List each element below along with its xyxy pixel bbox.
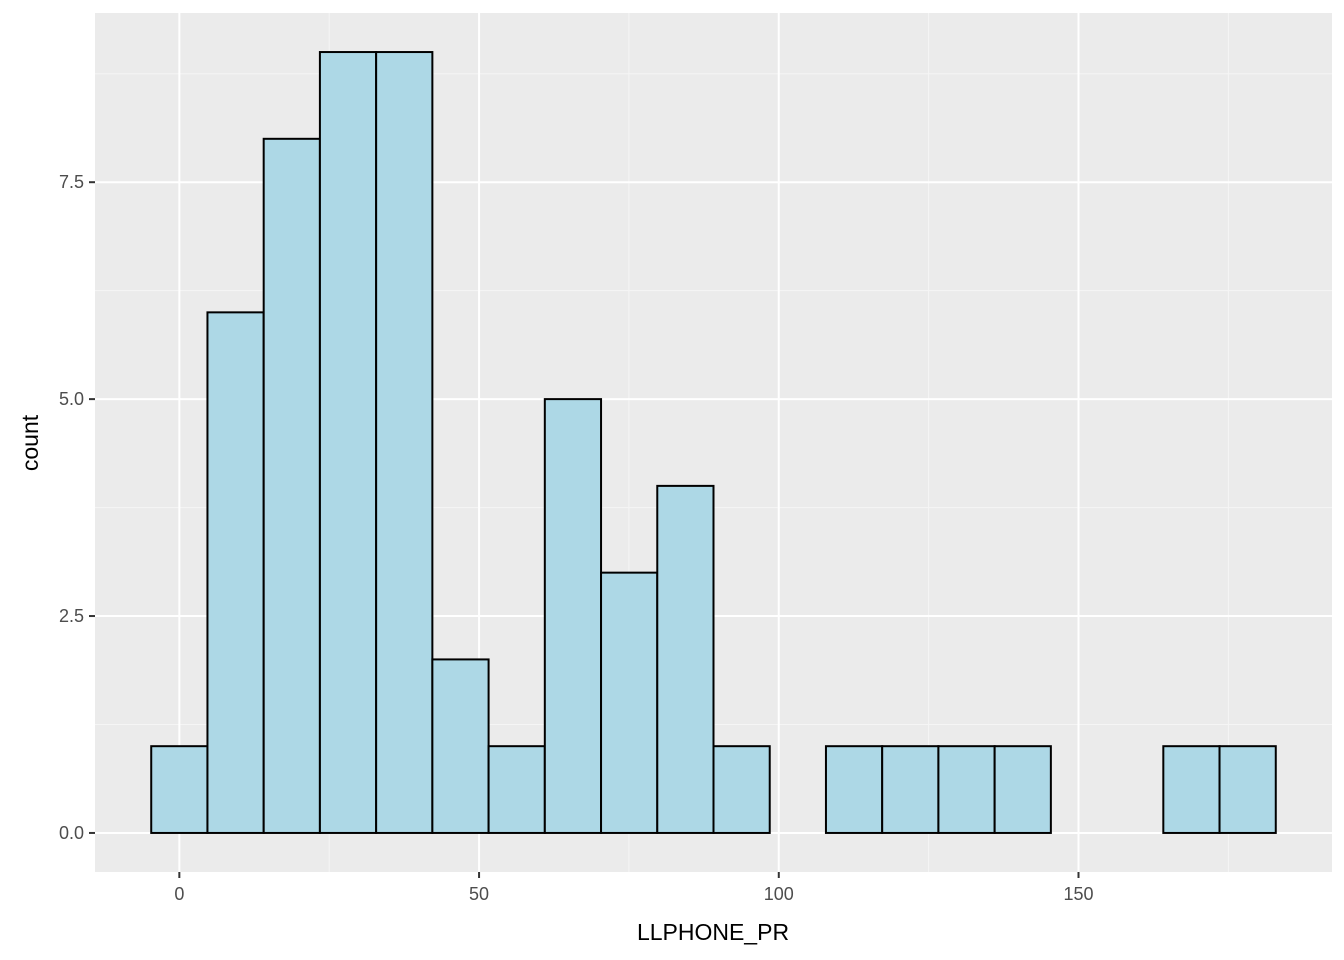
x-tick-label: 150: [1063, 884, 1093, 904]
histogram-bar: [881, 745, 940, 834]
x-axis-title: LLPHONE_PR: [637, 919, 789, 945]
histogram-bar: [543, 398, 603, 834]
histogram-bar: [712, 745, 771, 834]
y-tick-label: 5.0: [59, 389, 84, 409]
histogram-bars: [150, 51, 1277, 834]
histogram-bar: [487, 745, 546, 834]
histogram-bar: [937, 745, 996, 834]
x-tick-label: 50: [469, 884, 489, 904]
y-tick-label: 2.5: [59, 606, 84, 626]
histogram-bar: [206, 311, 265, 834]
histogram-bar: [1218, 745, 1277, 834]
histogram-bar: [1162, 745, 1221, 834]
histogram-bar: [150, 745, 209, 834]
histogram-bar: [262, 137, 321, 834]
y-tick-label: 7.5: [59, 172, 84, 192]
histogram-bar: [600, 571, 659, 834]
y-tick-label: 0.0: [59, 823, 84, 843]
x-axis: 0 50 100 150: [174, 872, 1094, 904]
histogram-bar: [656, 484, 715, 834]
histogram-bar: [993, 745, 1052, 834]
y-axis-title: count: [17, 414, 43, 471]
histogram-bar: [431, 658, 490, 834]
x-tick-label: 100: [764, 884, 794, 904]
x-tick-label: 0: [174, 884, 184, 904]
histogram-bar: [824, 745, 884, 834]
y-axis: 0.0 2.5 5.0 7.5: [59, 172, 95, 843]
histogram-bar: [318, 51, 378, 834]
histogram-bar: [375, 51, 434, 834]
